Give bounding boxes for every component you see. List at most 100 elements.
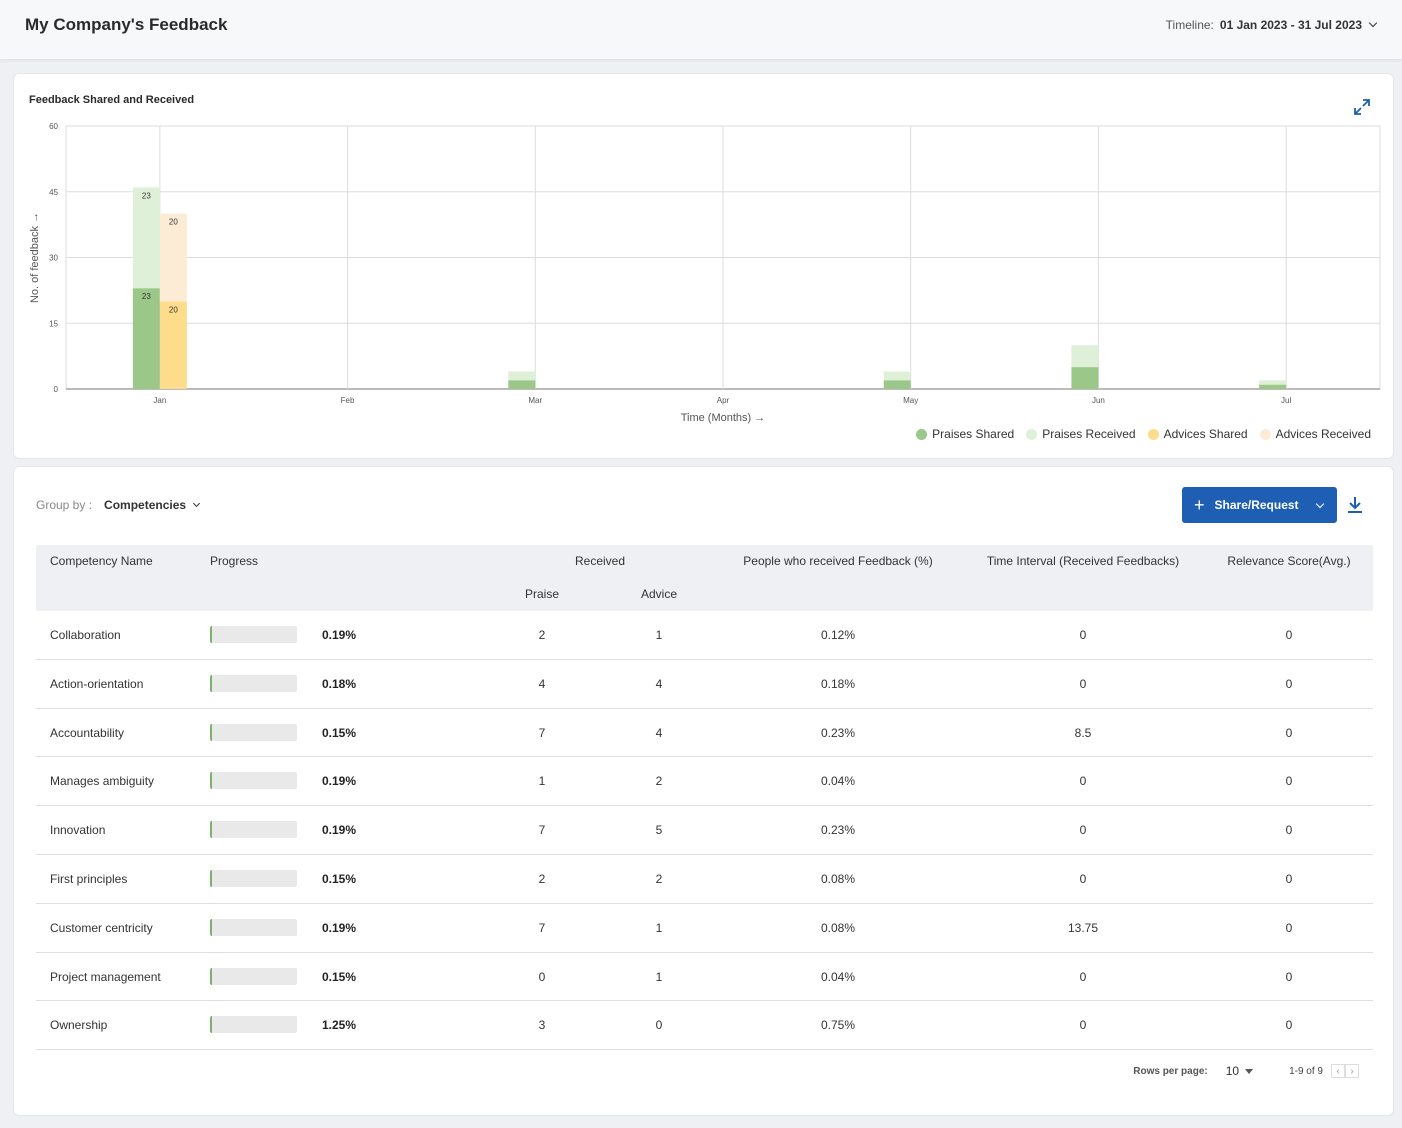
table-row: Ownership 1.25% 3 0 0.75% 0 0 bbox=[36, 1001, 1373, 1051]
table-card: Group by : Competencies + Share/Request … bbox=[13, 466, 1394, 1116]
relevance-score-value: 0 bbox=[1285, 1018, 1293, 1033]
share-request-label: Share/Request bbox=[1214, 498, 1299, 512]
col-advice: Advice bbox=[640, 587, 678, 601]
bar-praises-received bbox=[132, 187, 160, 289]
caret-down-icon[interactable] bbox=[1245, 1068, 1254, 1074]
time-interval-value: 0 bbox=[1079, 1018, 1087, 1033]
data-label: 23 bbox=[142, 191, 151, 200]
bar-praises-shared bbox=[508, 380, 536, 389]
y-axis-label: No. of feedback → bbox=[29, 212, 41, 303]
competency-name: Action-orientation bbox=[50, 676, 144, 691]
y-tick-label: 45 bbox=[49, 188, 58, 197]
praise-count: 3 bbox=[538, 1018, 546, 1033]
data-label: 20 bbox=[169, 218, 178, 227]
timeline-value: 01 Jan 2023 - 31 Jul 2023 bbox=[1219, 18, 1362, 32]
group-by: Group by : Competencies bbox=[36, 498, 201, 512]
advice-count: 2 bbox=[655, 871, 663, 886]
competency-name: Accountability bbox=[50, 725, 125, 740]
progress-value: 0.19% bbox=[322, 920, 357, 935]
chevron-down-icon bbox=[193, 499, 201, 508]
progress-value: 0.19% bbox=[322, 823, 357, 838]
praise-count: 7 bbox=[538, 725, 546, 740]
group-by-dropdown[interactable]: Competencies bbox=[104, 498, 201, 512]
legend-label: Praises Shared bbox=[932, 427, 1015, 441]
relevance-score-value: 0 bbox=[1285, 725, 1293, 740]
rows-per-page-value[interactable]: 10 bbox=[1225, 1064, 1240, 1078]
progress-bar bbox=[210, 626, 297, 643]
table-row: Customer centricity 0.19% 7 1 0.08% 13.75 0 bbox=[36, 904, 1373, 953]
advice-count: 1 bbox=[655, 969, 663, 984]
bar-praises-received bbox=[1259, 380, 1287, 385]
relevance-score-value: 0 bbox=[1285, 774, 1293, 789]
relevance-score-value: 0 bbox=[1285, 871, 1293, 886]
praise-count: 2 bbox=[538, 871, 546, 886]
pagination: Rows per page: 10 1-9 of 9 ‹ › bbox=[1133, 1064, 1359, 1078]
progress-value: 0.19% bbox=[322, 628, 357, 642]
data-label: 23 bbox=[142, 292, 151, 301]
download-icon[interactable] bbox=[1346, 495, 1364, 515]
relevance-score-value: 0 bbox=[1285, 969, 1293, 984]
chevron-down-icon[interactable] bbox=[1315, 499, 1325, 509]
time-interval-value: 0 bbox=[1079, 969, 1087, 984]
legend-label: Advices Received bbox=[1275, 427, 1371, 441]
legend-item[interactable]: Praises Received bbox=[1026, 427, 1136, 441]
chevron-down-icon bbox=[1368, 18, 1378, 28]
competency-name: Project management bbox=[50, 969, 161, 984]
table-row: Accountability 0.15% 7 4 0.23% 8.5 0 bbox=[36, 709, 1373, 758]
expand-icon[interactable] bbox=[1353, 98, 1371, 116]
people-received-pct: 0.04% bbox=[820, 774, 856, 789]
table-row: Manages ambiguity 0.19% 1 2 0.04% 0 0 bbox=[36, 757, 1373, 807]
table-row: Collaboration 0.19% 2 1 0.12% 0 0 bbox=[36, 611, 1373, 660]
col-progress: Progress bbox=[210, 554, 259, 568]
share-request-button[interactable]: + Share/Request bbox=[1182, 487, 1337, 523]
time-interval-value: 0 bbox=[1079, 871, 1087, 886]
group-by-value: Competencies bbox=[104, 498, 187, 512]
next-page-button[interactable]: › bbox=[1345, 1064, 1359, 1078]
relevance-score-value: 0 bbox=[1285, 920, 1293, 935]
people-received-pct: 0.04% bbox=[820, 969, 856, 984]
col-time-interval: Time Interval (Received Feedbacks) bbox=[986, 554, 1180, 568]
time-interval-value: 0 bbox=[1079, 676, 1087, 691]
legend-item[interactable]: Advices Shared bbox=[1147, 427, 1248, 441]
time-interval-value: 0 bbox=[1079, 774, 1087, 789]
table-header: Competency Name Progress Received Praise… bbox=[36, 545, 1373, 611]
competency-name: Manages ambiguity bbox=[50, 774, 155, 789]
legend-dot-icon bbox=[1259, 428, 1271, 440]
prev-page-button[interactable]: ‹ bbox=[1331, 1064, 1345, 1078]
progress-bar bbox=[210, 772, 297, 790]
advice-count: 4 bbox=[655, 725, 663, 740]
progress-bar bbox=[210, 967, 297, 985]
data-label: 20 bbox=[169, 305, 178, 314]
x-tick-label: Jul bbox=[1281, 396, 1291, 405]
x-tick-label: Mar bbox=[528, 396, 542, 405]
progress-value: 0.15% bbox=[322, 969, 357, 984]
page-range: 1-9 of 9 bbox=[1289, 1065, 1323, 1077]
bar-praises-received bbox=[508, 371, 536, 381]
time-interval-value: 8.5 bbox=[1074, 725, 1092, 740]
table-row: First principles 0.15% 2 2 0.08% 0 0 bbox=[36, 855, 1373, 904]
bar-advices-received bbox=[159, 213, 187, 302]
progress-value: 0.15% bbox=[322, 725, 357, 740]
y-tick-label: 0 bbox=[54, 385, 59, 394]
progress-value: 0.18% bbox=[322, 676, 357, 691]
bar-advices-shared bbox=[159, 301, 187, 389]
x-tick-label: Jun bbox=[1092, 396, 1105, 405]
praise-count: 7 bbox=[538, 823, 546, 838]
time-interval-value: 0 bbox=[1079, 823, 1087, 838]
rows-per-page-label: Rows per page: bbox=[1133, 1065, 1208, 1077]
x-tick-label: Jan bbox=[153, 396, 166, 405]
competency-name: Collaboration bbox=[50, 628, 121, 642]
legend-item[interactable]: Advices Received bbox=[1259, 427, 1371, 441]
page-title: My Company's Feedback bbox=[25, 15, 228, 34]
people-received-pct: 0.75% bbox=[820, 1018, 856, 1033]
advice-count: 1 bbox=[655, 628, 663, 642]
y-tick-label: 60 bbox=[49, 122, 58, 131]
advice-count: 5 bbox=[655, 823, 663, 838]
praise-count: 1 bbox=[538, 774, 546, 789]
bar-praises-shared bbox=[1071, 367, 1099, 389]
y-tick-label: 15 bbox=[49, 319, 58, 328]
legend-item[interactable]: Praises Shared bbox=[916, 427, 1014, 441]
timeline-selector[interactable]: Timeline: 01 Jan 2023 - 31 Jul 2023 bbox=[1166, 18, 1378, 32]
x-tick-label: Feb bbox=[341, 396, 355, 405]
advice-count: 0 bbox=[655, 1018, 663, 1033]
